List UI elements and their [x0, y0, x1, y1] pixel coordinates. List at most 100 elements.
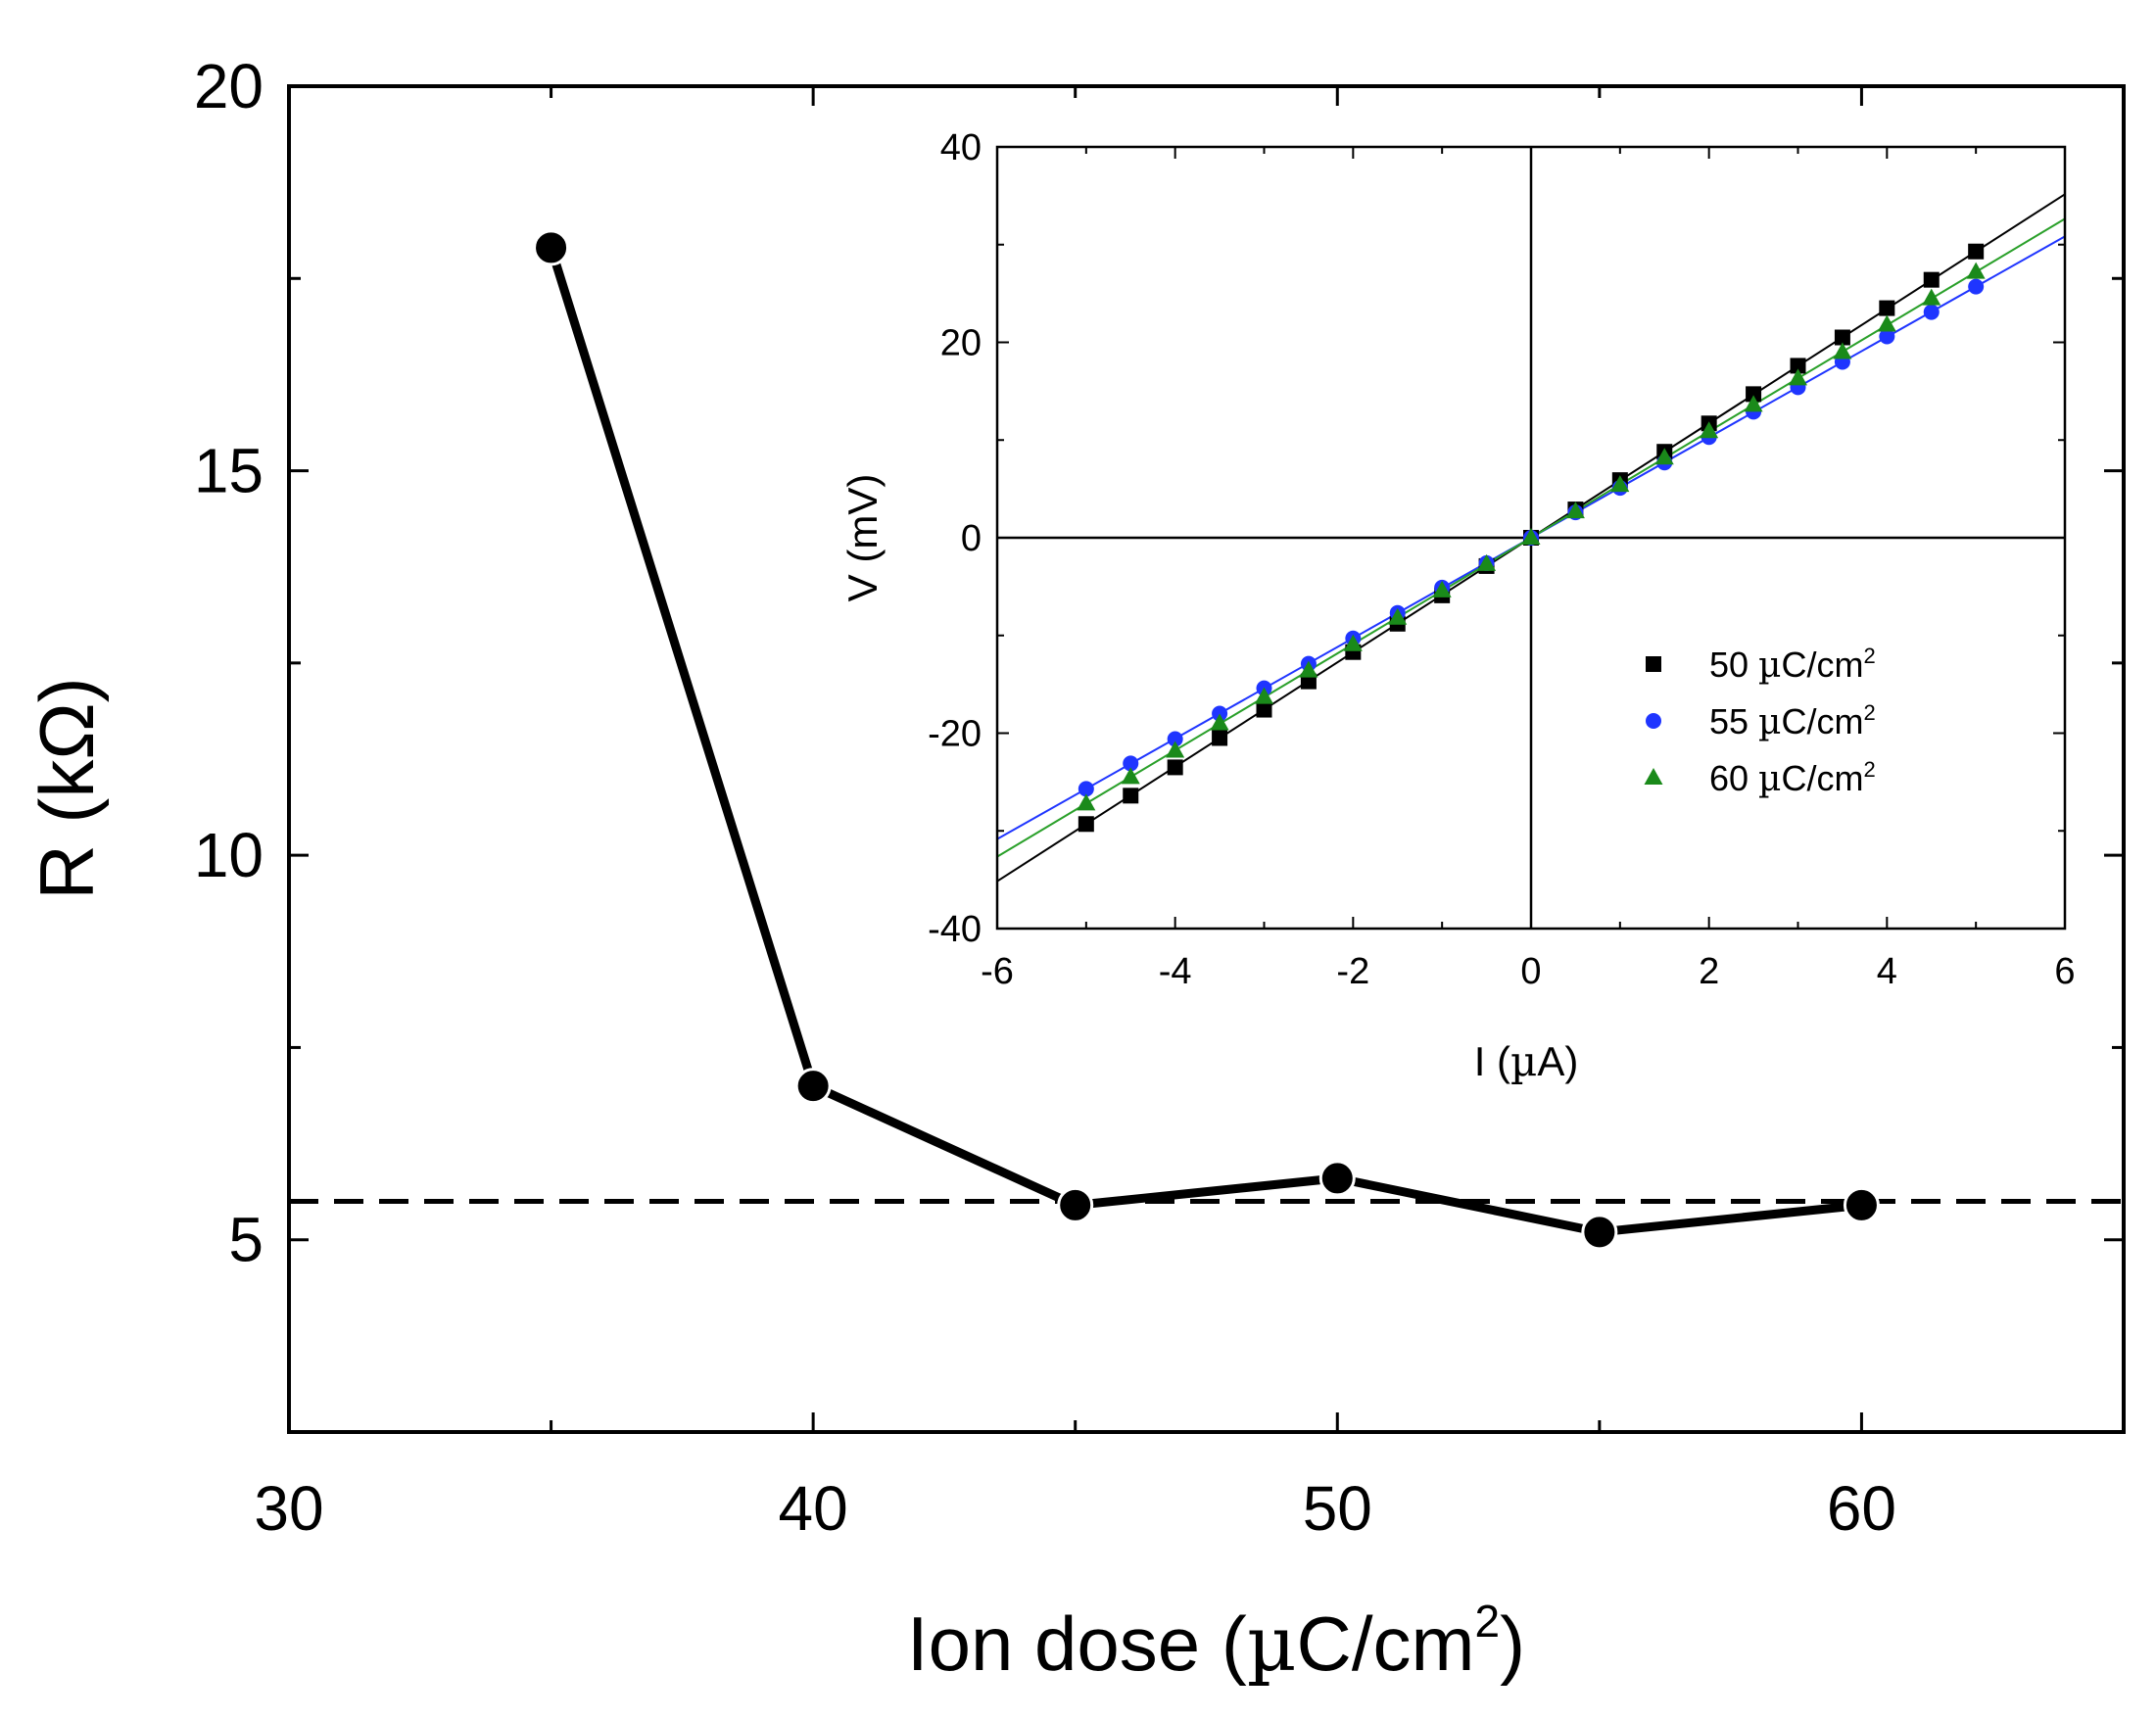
inset-point-circle	[1879, 328, 1895, 345]
inset-point-triangle	[1654, 448, 1674, 465]
inset-point-triangle	[1521, 528, 1541, 545]
main-x-axis-label-pre: Ion dose (	[907, 1601, 1247, 1687]
inset-y-tick-label: 40	[940, 127, 982, 168]
inset-x-tick-label: -2	[1336, 951, 1369, 992]
inset-point-triangle	[1789, 368, 1807, 386]
inset-point-square	[1078, 816, 1094, 833]
legend-marker-triangle	[1644, 768, 1663, 785]
main-series-line	[547, 246, 1862, 1237]
inset-y-axis-label: V (mV)	[839, 474, 886, 602]
main-x-tick-label: 40	[779, 1473, 848, 1544]
legend-55-sup: 2	[1863, 700, 1875, 725]
legend-50-sup: 2	[1863, 644, 1875, 668]
inset-point-circle	[1078, 781, 1094, 797]
inset-x-tick-label: 4	[1877, 951, 1897, 992]
inset-x-axis-label-post: A)	[1537, 1038, 1578, 1084]
inset-x-tick-label: 2	[1699, 951, 1719, 992]
inset-point-circle	[1123, 755, 1139, 772]
inset-point-triangle	[1700, 421, 1719, 439]
inset-point-triangle	[1077, 793, 1096, 811]
inset-y-tick-label: -40	[928, 909, 982, 950]
inset-legend: 50 µC/cm2 55 µC/cm2 60 µC/cm2	[1644, 644, 1876, 799]
inset-point-square	[1167, 759, 1183, 776]
main-plot-frame	[287, 84, 2126, 1434]
inset-point-square	[1879, 300, 1895, 316]
inset-point-square	[1968, 243, 1985, 260]
inset-plot-frame	[995, 145, 2067, 931]
inset-point-triangle	[1121, 767, 1140, 785]
main-data-point	[1057, 1186, 1094, 1223]
inset-point-triangle	[1877, 314, 1896, 332]
inset-point-square	[1790, 358, 1806, 374]
legend-marker-square	[1646, 656, 1661, 672]
legend-60-num: 60	[1709, 758, 1749, 798]
inset-point-triangle	[1610, 475, 1630, 493]
legend-50-mu: µ	[1758, 645, 1781, 686]
legend-label-50: 50 µC/cm2	[1709, 644, 1876, 686]
main-x-axis-label-sup: 2	[1475, 1596, 1501, 1647]
inset-point-triangle	[1299, 660, 1318, 678]
legend-60-unit: C/cm	[1781, 758, 1863, 798]
main-x-tick-label: 30	[254, 1473, 323, 1544]
inset-x-tick-label: -6	[981, 951, 1014, 992]
inset-point-square	[1746, 386, 1762, 403]
inset-point-square	[1212, 730, 1228, 746]
legend-55-num: 55	[1709, 701, 1749, 741]
main-y-tick-label: 10	[194, 820, 264, 890]
main-x-axis-label-unit: C/cm	[1297, 1601, 1475, 1687]
inset-point-triangle	[1833, 342, 1852, 359]
legend-item-60: 60 µC/cm2	[1644, 757, 1876, 799]
main-x-axis-label-mu: µ	[1247, 1601, 1297, 1689]
main-y-tick-label: 5	[228, 1205, 264, 1275]
inset-y-tick-label: 20	[940, 323, 982, 364]
legend-label-55: 55 µC/cm2	[1709, 700, 1876, 742]
inset-point-square	[1123, 788, 1139, 804]
inset-point-triangle	[1922, 288, 1941, 306]
inset-point-triangle	[1255, 687, 1273, 704]
inset-point-square	[1834, 329, 1850, 346]
inset-point-square	[1923, 271, 1940, 288]
inset-point-triangle	[1210, 713, 1229, 731]
legend-item-55: 55 µC/cm2	[1646, 700, 1876, 742]
inset-point-triangle	[1343, 634, 1363, 651]
inset-marker-layer	[1077, 243, 1986, 833]
main-x-axis-label: Ion dose (µC/cm2)	[907, 1596, 1525, 1689]
legend-item-50: 50 µC/cm2	[1646, 644, 1876, 686]
main-data-point	[533, 229, 570, 266]
main-y-tick-label: 20	[194, 51, 264, 121]
main-marker-layer	[533, 229, 1880, 1251]
inset-point-triangle	[1565, 502, 1585, 519]
inset-point-triangle	[1166, 741, 1185, 758]
main-series-line-layer	[547, 246, 1862, 1237]
main-data-point	[1843, 1186, 1880, 1223]
inset-x-tick-label: 0	[1520, 951, 1541, 992]
legend-55-unit: C/cm	[1781, 701, 1863, 741]
legend-60-sup: 2	[1863, 757, 1875, 782]
main-data-point	[1318, 1160, 1356, 1197]
inset-x-tick-label: -4	[1159, 951, 1192, 992]
legend-50-num: 50	[1709, 645, 1749, 685]
legend-label-60: 60 µC/cm2	[1709, 757, 1876, 799]
main-x-axis-label-post: )	[1500, 1601, 1525, 1687]
main-y-axis-label: R (kΩ)	[24, 677, 110, 899]
main-data-point	[1581, 1214, 1618, 1251]
legend-55-mu: µ	[1758, 702, 1781, 742]
inset-x-axis-label-mu: µ	[1510, 1037, 1537, 1085]
inset-point-circle	[1968, 278, 1985, 295]
main-y-tick-label: 15	[194, 436, 264, 506]
inset-point-triangle	[1744, 395, 1763, 412]
inset-x-tick-label: 6	[2054, 951, 2075, 992]
main-x-tick-label: 60	[1827, 1473, 1896, 1544]
inset-y-tick-label: 0	[961, 518, 982, 559]
inset-y-tick-label: -20	[928, 714, 982, 755]
main-data-point	[794, 1068, 832, 1105]
inset-point-triangle	[1432, 580, 1452, 597]
inset-point-square	[1256, 701, 1272, 718]
inset-point-triangle	[1966, 262, 1986, 279]
inset-point-triangle	[1477, 553, 1497, 571]
